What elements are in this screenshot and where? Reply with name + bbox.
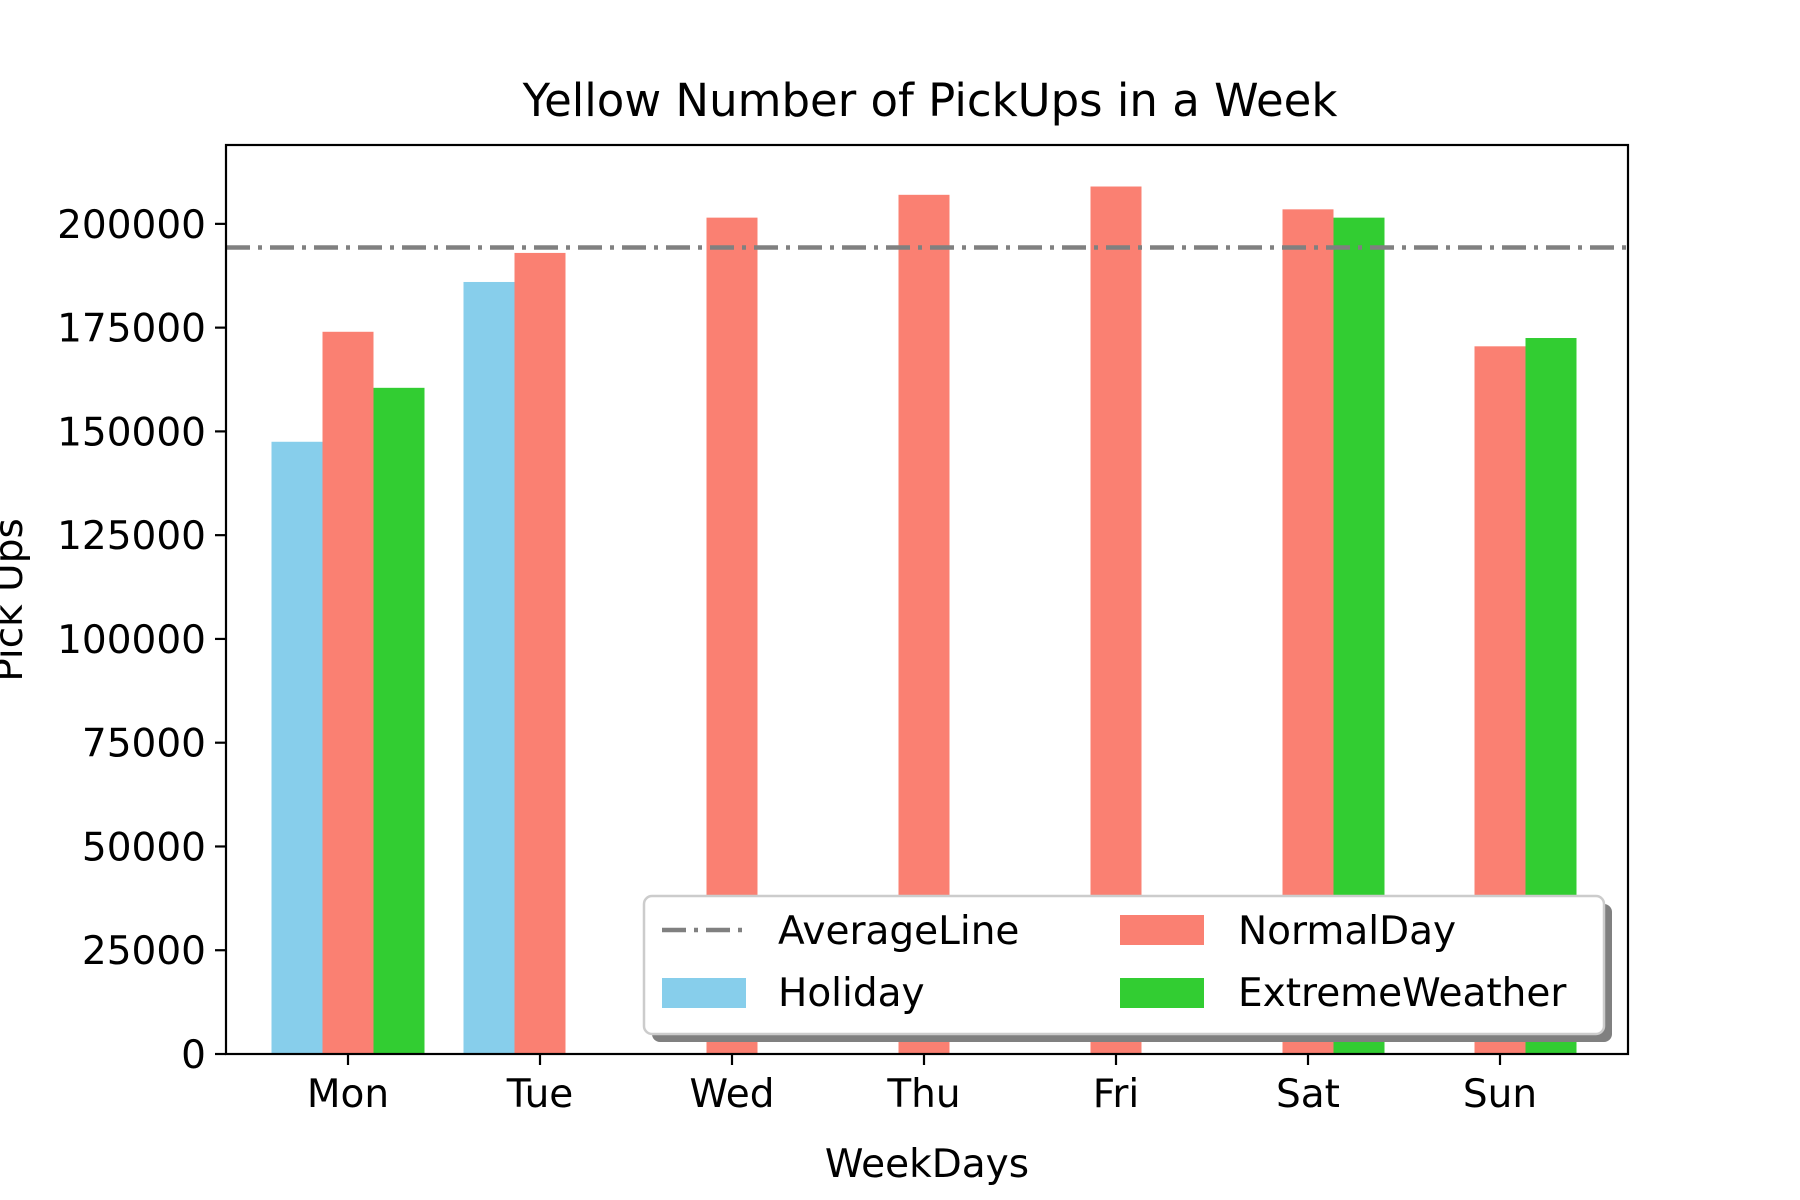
y-tick-label: 175000	[57, 307, 206, 352]
y-tick-label: 0	[181, 1033, 206, 1078]
bar-holiday-tue	[463, 281, 515, 1055]
x-tick-label-mon: Mon	[307, 1072, 389, 1117]
legend-label-normalday: NormalDay	[1238, 909, 1456, 954]
y-tick-label: 75000	[82, 722, 206, 767]
legend-swatch-extremeweather	[1120, 978, 1204, 1008]
y-axis: 0 25000 50000 75000 100000 125000 150000 175000…	[57, 203, 226, 1078]
y-axis-label: Pick Ups	[0, 518, 32, 682]
y-tick-label: 50000	[82, 825, 206, 870]
y-tick-label: 25000	[82, 929, 206, 974]
x-tick-label-tue: Tue	[506, 1072, 574, 1117]
legend-label-holiday: Holiday	[778, 971, 925, 1016]
legend-box	[642, 894, 1606, 1036]
x-tick-label-thu: Thu	[886, 1072, 960, 1117]
x-tick-label-sat: Sat	[1276, 1072, 1340, 1117]
y-tick-label: 200000	[57, 203, 206, 248]
legend-swatch-normalday	[1120, 915, 1204, 945]
y-tick-label: 150000	[57, 410, 206, 455]
x-tick-label-wed: Wed	[689, 1072, 774, 1117]
x-axis-label: WeekDays	[825, 1142, 1029, 1187]
legend-label-averageline: AverageLine	[778, 909, 1019, 954]
bar-extremeweather-mon	[373, 387, 425, 1054]
x-tick-label-sun: Sun	[1463, 1072, 1537, 1117]
y-tick-label: 125000	[57, 514, 206, 559]
legend: AverageLine NormalDay Holiday ExtremeWea…	[642, 894, 1612, 1042]
y-tick-label: 100000	[57, 618, 206, 663]
chart-title: Yellow Number of PickUps in a Week	[522, 74, 1338, 127]
bar-normalday-tue	[514, 252, 566, 1055]
x-tick-label-fri: Fri	[1093, 1072, 1139, 1117]
legend-label-extremeweather: ExtremeWeather	[1238, 971, 1567, 1016]
x-axis: Mon Tue Wed Thu Fri Sat Sun	[307, 1054, 1537, 1117]
bar-holiday-mon	[271, 441, 323, 1054]
bar-normalday-mon	[322, 331, 374, 1054]
plot-frame	[224, 143, 1630, 1056]
legend-swatch-holiday	[662, 978, 746, 1008]
